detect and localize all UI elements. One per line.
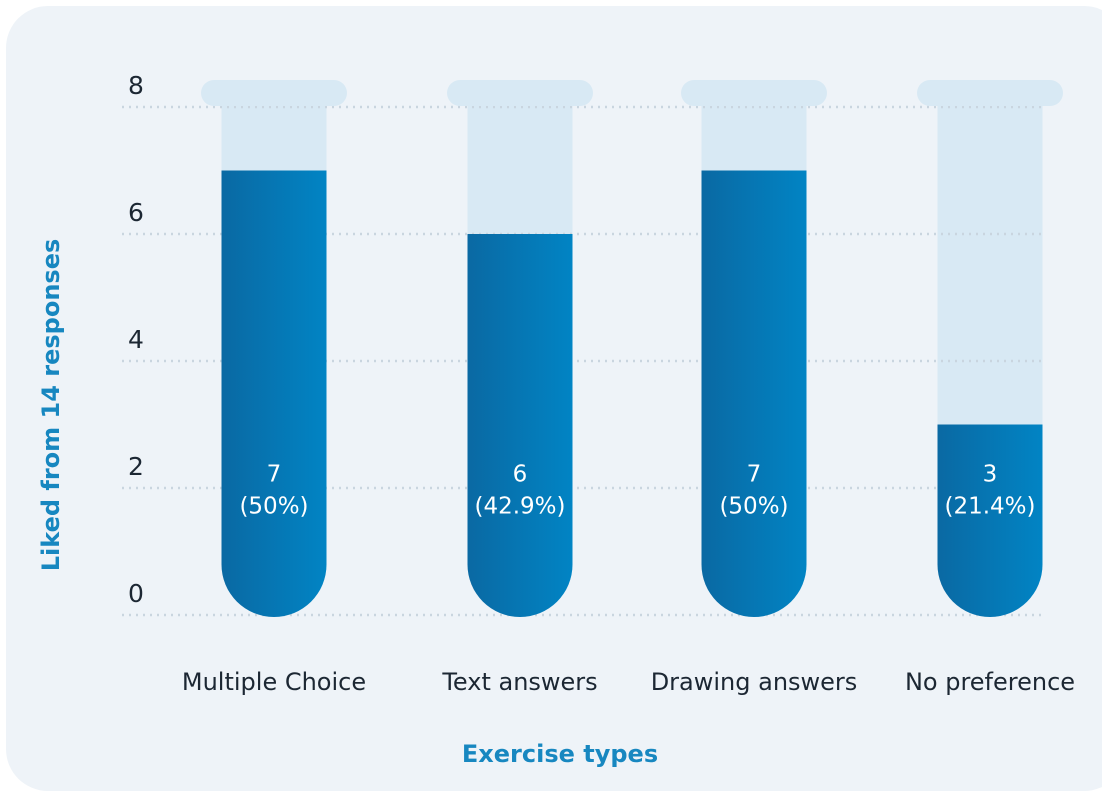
y-tick-label: 4 — [128, 325, 144, 354]
x-tick-label: No preference — [905, 668, 1075, 696]
tube-cap — [917, 80, 1063, 106]
value-label: (42.9%) — [474, 494, 565, 520]
x-tick-label: Multiple Choice — [182, 668, 366, 696]
y-tick-label: 8 — [128, 71, 144, 100]
value-label: 6 — [513, 462, 528, 488]
y-axis-title: Liked from 14 responses — [37, 239, 65, 572]
bar — [467, 234, 573, 617]
x-tick-label: Drawing answers — [651, 668, 858, 696]
value-label: (21.4%) — [944, 494, 1035, 520]
value-label: 7 — [747, 462, 762, 488]
value-label: (50%) — [239, 494, 308, 520]
tube-cap — [681, 80, 827, 106]
value-label: 3 — [983, 462, 998, 488]
x-tick-label: Text answers — [441, 668, 597, 696]
x-axis-title: Exercise types — [462, 740, 658, 768]
y-tick-label: 2 — [128, 452, 144, 481]
bar — [701, 170, 807, 617]
y-tick-label: 6 — [128, 198, 144, 227]
bar — [221, 170, 327, 617]
value-label: (50%) — [719, 494, 788, 520]
bar — [937, 424, 1043, 617]
value-label: 7 — [267, 462, 282, 488]
y-tick-label: 0 — [128, 579, 144, 608]
tube-cap — [201, 80, 347, 106]
tube-cap — [447, 80, 593, 106]
